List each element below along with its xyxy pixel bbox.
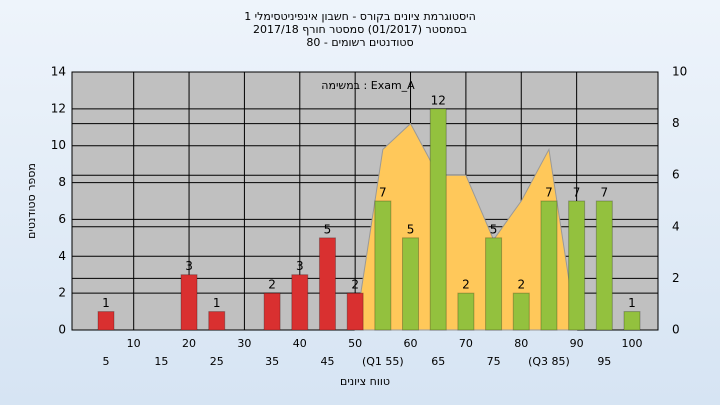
- value-label: 5: [324, 222, 332, 236]
- y2-tick-label: 2: [672, 271, 680, 285]
- bar: [595, 200, 613, 331]
- bar: [291, 274, 309, 331]
- y-tick-label: 6: [58, 212, 66, 226]
- x-tick-label: (Q3 85): [528, 355, 570, 368]
- x-tick-label: 80: [514, 337, 528, 350]
- x-tick-label: 35: [265, 355, 279, 368]
- x-axis-label: טווח ציונים: [340, 375, 390, 388]
- x-tick-label: 15: [154, 355, 168, 368]
- value-label: 5: [407, 222, 415, 236]
- value-label: 2: [462, 278, 470, 292]
- y-tick-label: 14: [51, 65, 66, 79]
- annotation: במשימה : Exam_A: [321, 79, 415, 92]
- value-label: 3: [296, 259, 304, 273]
- value-label: 7: [545, 186, 553, 200]
- bar: [568, 200, 586, 331]
- y2-tick-label: 4: [672, 219, 680, 233]
- x-tick-label: (Q1 55): [362, 355, 404, 368]
- y2-tick-label: 10: [672, 65, 687, 79]
- y-axis-label: מספר סטודנטים: [25, 163, 38, 239]
- x-tick-label: 70: [459, 337, 473, 350]
- value-label: 1: [628, 296, 636, 310]
- x-tick-label: 50: [348, 337, 362, 350]
- y2-tick-label: 6: [672, 168, 680, 182]
- y2-tick-label: 8: [672, 116, 680, 130]
- bar: [485, 237, 503, 331]
- y2-tick-label: 0: [672, 323, 680, 337]
- chart-title: היסטוגרמת ציונים בקורס - חשבון אינפיניטס…: [244, 10, 476, 23]
- bar: [429, 108, 447, 331]
- x-tick-label: 5: [103, 355, 110, 368]
- y-tick-label: 10: [51, 138, 66, 152]
- chart-subtitle: בסמסטר (01/2017) סמסטר חורף 2017/18: [253, 23, 467, 36]
- x-tick-label: 45: [320, 355, 334, 368]
- x-tick-label: 60: [404, 337, 418, 350]
- y-tick-label: 0: [58, 323, 66, 337]
- value-label: 3: [185, 259, 193, 273]
- value-label: 7: [573, 186, 581, 200]
- y-tick-label: 8: [58, 175, 66, 189]
- bar: [457, 292, 475, 331]
- x-tick-label: 95: [597, 355, 611, 368]
- bar: [318, 237, 336, 331]
- chart-subtitle: סטודנטים רשומים - 80: [306, 36, 413, 49]
- value-label: 2: [268, 278, 276, 292]
- x-tick-label: 25: [210, 355, 224, 368]
- x-tick-label: 100: [622, 337, 643, 350]
- bar: [97, 311, 115, 331]
- bar: [512, 292, 530, 331]
- x-tick-label: 40: [293, 337, 307, 350]
- bar: [180, 274, 198, 331]
- x-tick-label: 90: [570, 337, 584, 350]
- value-label: 12: [431, 93, 446, 107]
- value-label: 7: [379, 186, 387, 200]
- x-tick-label: 10: [127, 337, 141, 350]
- y-tick-label: 2: [58, 286, 66, 300]
- bar: [402, 237, 420, 331]
- bar: [263, 292, 281, 331]
- value-label: 1: [102, 296, 110, 310]
- value-label: 7: [600, 186, 608, 200]
- y-tick-label: 4: [58, 249, 66, 263]
- value-label: 1: [213, 296, 221, 310]
- bar: [623, 311, 641, 331]
- value-label: 2: [517, 278, 525, 292]
- x-tick-label: 30: [237, 337, 251, 350]
- bar: [346, 292, 364, 331]
- bar: [208, 311, 226, 331]
- x-tick-label: 75: [487, 355, 501, 368]
- bar: [540, 200, 558, 331]
- bar: [374, 200, 392, 331]
- value-label: 5: [490, 222, 498, 236]
- x-tick-label: 65: [431, 355, 445, 368]
- value-label: 2: [351, 278, 359, 292]
- y-tick-label: 12: [51, 101, 66, 115]
- x-tick-label: 20: [182, 337, 196, 350]
